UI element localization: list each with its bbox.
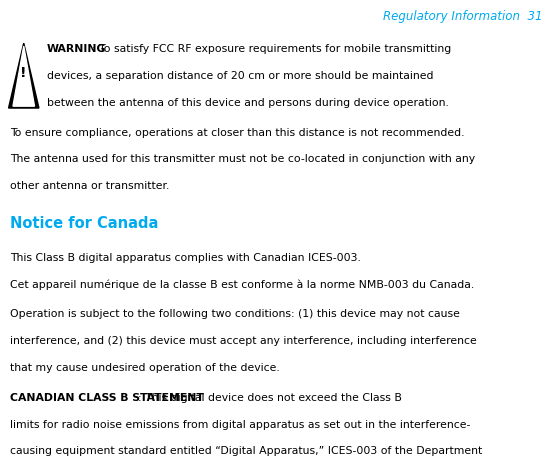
Text: Notice for Canada: Notice for Canada [10, 216, 158, 231]
Text: : This digital device does not exceed the Class B: : This digital device does not exceed th… [138, 392, 402, 402]
Text: between the antenna of this device and persons during device operation.: between the antenna of this device and p… [47, 98, 449, 108]
Polygon shape [8, 44, 39, 109]
Text: WARNING: WARNING [47, 44, 107, 54]
Text: other antenna or transmitter.: other antenna or transmitter. [10, 181, 169, 191]
Text: The antenna used for this transmitter must not be co-located in conjunction with: The antenna used for this transmitter mu… [10, 154, 475, 164]
Text: limits for radio noise emissions from digital apparatus as set out in the interf: limits for radio noise emissions from di… [10, 419, 470, 429]
Text: that my cause undesired operation of the device.: that my cause undesired operation of the… [10, 362, 280, 372]
Polygon shape [13, 47, 34, 107]
Text: causing equipment standard entitled “Digital Apparatus,” ICES-003 of the Departm: causing equipment standard entitled “Dig… [10, 445, 482, 456]
Text: interference, and (2) this device must accept any interference, including interf: interference, and (2) this device must a… [10, 335, 477, 345]
Text: : To satisfy FCC RF exposure requirements for mobile transmitting: : To satisfy FCC RF exposure requirement… [92, 44, 452, 54]
Text: devices, a separation distance of 20 cm or more should be maintained: devices, a separation distance of 20 cm … [47, 71, 433, 81]
Text: !: ! [20, 66, 27, 80]
Text: Regulatory Information  31: Regulatory Information 31 [383, 10, 542, 23]
Text: Operation is subject to the following two conditions: (1) this device may not ca: Operation is subject to the following tw… [10, 308, 460, 319]
Text: To ensure compliance, operations at closer than this distance is not recommended: To ensure compliance, operations at clos… [10, 127, 464, 137]
Text: CANADIAN CLASS B STATEMENT: CANADIAN CLASS B STATEMENT [10, 392, 204, 402]
Text: Cet appareil numérique de la classe B est conforme à la norme NMB-003 du Canada.: Cet appareil numérique de la classe B es… [10, 279, 474, 289]
Text: This Class B digital apparatus complies with Canadian ICES-003.: This Class B digital apparatus complies … [10, 252, 361, 262]
